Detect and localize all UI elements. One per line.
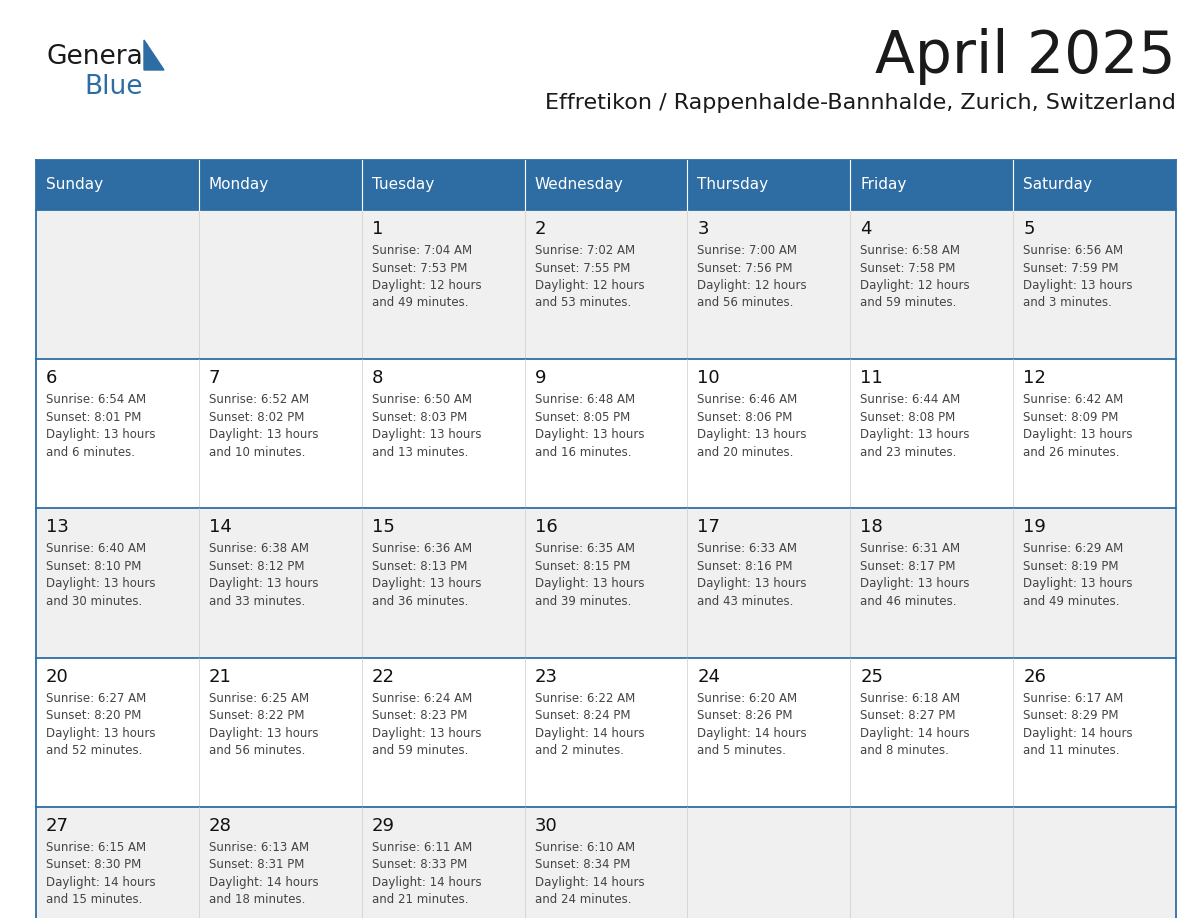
- Text: Effretikon / Rappenhalde-Bannhalde, Zurich, Switzerland: Effretikon / Rappenhalde-Bannhalde, Zuri…: [545, 93, 1176, 113]
- Text: 28: 28: [209, 817, 232, 834]
- Text: 13: 13: [46, 519, 69, 536]
- Text: 12: 12: [1023, 369, 1045, 387]
- Text: Sunrise: 6:15 AM
Sunset: 8:30 PM
Daylight: 14 hours
and 15 minutes.: Sunrise: 6:15 AM Sunset: 8:30 PM Dayligh…: [46, 841, 156, 906]
- Text: 21: 21: [209, 667, 232, 686]
- Text: Sunrise: 6:27 AM
Sunset: 8:20 PM
Daylight: 13 hours
and 52 minutes.: Sunrise: 6:27 AM Sunset: 8:20 PM Dayligh…: [46, 691, 156, 757]
- Text: 7: 7: [209, 369, 220, 387]
- Text: 29: 29: [372, 817, 394, 834]
- Text: 24: 24: [697, 667, 720, 686]
- Text: 22: 22: [372, 667, 394, 686]
- Bar: [36, 657, 1176, 807]
- Text: Sunrise: 6:42 AM
Sunset: 8:09 PM
Daylight: 13 hours
and 26 minutes.: Sunrise: 6:42 AM Sunset: 8:09 PM Dayligh…: [1023, 393, 1132, 459]
- Text: Sunrise: 6:20 AM
Sunset: 8:26 PM
Daylight: 14 hours
and 5 minutes.: Sunrise: 6:20 AM Sunset: 8:26 PM Dayligh…: [697, 691, 807, 757]
- Text: Sunrise: 6:48 AM
Sunset: 8:05 PM
Daylight: 13 hours
and 16 minutes.: Sunrise: 6:48 AM Sunset: 8:05 PM Dayligh…: [535, 393, 644, 459]
- Text: Sunrise: 6:52 AM
Sunset: 8:02 PM
Daylight: 13 hours
and 10 minutes.: Sunrise: 6:52 AM Sunset: 8:02 PM Dayligh…: [209, 393, 318, 459]
- Text: April 2025: April 2025: [876, 28, 1176, 85]
- Text: 11: 11: [860, 369, 883, 387]
- Text: 27: 27: [46, 817, 69, 834]
- Text: Thursday: Thursday: [697, 177, 769, 193]
- Text: Sunrise: 7:02 AM
Sunset: 7:55 PM
Daylight: 12 hours
and 53 minutes.: Sunrise: 7:02 AM Sunset: 7:55 PM Dayligh…: [535, 244, 644, 309]
- Text: 30: 30: [535, 817, 557, 834]
- Text: 23: 23: [535, 667, 557, 686]
- Text: Sunrise: 6:31 AM
Sunset: 8:17 PM
Daylight: 13 hours
and 46 minutes.: Sunrise: 6:31 AM Sunset: 8:17 PM Dayligh…: [860, 543, 969, 608]
- Text: Sunrise: 6:35 AM
Sunset: 8:15 PM
Daylight: 13 hours
and 39 minutes.: Sunrise: 6:35 AM Sunset: 8:15 PM Dayligh…: [535, 543, 644, 608]
- Text: Monday: Monday: [209, 177, 270, 193]
- Text: 14: 14: [209, 519, 232, 536]
- Bar: [36, 509, 1176, 657]
- Text: Sunrise: 6:33 AM
Sunset: 8:16 PM
Daylight: 13 hours
and 43 minutes.: Sunrise: 6:33 AM Sunset: 8:16 PM Dayligh…: [697, 543, 807, 608]
- Text: Sunrise: 6:44 AM
Sunset: 8:08 PM
Daylight: 13 hours
and 23 minutes.: Sunrise: 6:44 AM Sunset: 8:08 PM Dayligh…: [860, 393, 969, 459]
- Text: Sunrise: 6:18 AM
Sunset: 8:27 PM
Daylight: 14 hours
and 8 minutes.: Sunrise: 6:18 AM Sunset: 8:27 PM Dayligh…: [860, 691, 969, 757]
- Bar: [36, 807, 1176, 918]
- Text: General: General: [46, 44, 150, 70]
- Text: Sunrise: 6:22 AM
Sunset: 8:24 PM
Daylight: 14 hours
and 2 minutes.: Sunrise: 6:22 AM Sunset: 8:24 PM Dayligh…: [535, 691, 644, 757]
- Text: Wednesday: Wednesday: [535, 177, 624, 193]
- Text: Sunrise: 6:40 AM
Sunset: 8:10 PM
Daylight: 13 hours
and 30 minutes.: Sunrise: 6:40 AM Sunset: 8:10 PM Dayligh…: [46, 543, 156, 608]
- Text: Saturday: Saturday: [1023, 177, 1092, 193]
- Text: 10: 10: [697, 369, 720, 387]
- Text: Sunrise: 6:13 AM
Sunset: 8:31 PM
Daylight: 14 hours
and 18 minutes.: Sunrise: 6:13 AM Sunset: 8:31 PM Dayligh…: [209, 841, 318, 906]
- Text: 26: 26: [1023, 667, 1045, 686]
- Text: Sunrise: 6:50 AM
Sunset: 8:03 PM
Daylight: 13 hours
and 13 minutes.: Sunrise: 6:50 AM Sunset: 8:03 PM Dayligh…: [372, 393, 481, 459]
- Bar: [36, 160, 1176, 210]
- Text: 20: 20: [46, 667, 69, 686]
- Text: Sunrise: 6:36 AM
Sunset: 8:13 PM
Daylight: 13 hours
and 36 minutes.: Sunrise: 6:36 AM Sunset: 8:13 PM Dayligh…: [372, 543, 481, 608]
- Text: 15: 15: [372, 519, 394, 536]
- Text: 3: 3: [697, 220, 709, 238]
- Text: 16: 16: [535, 519, 557, 536]
- Text: Friday: Friday: [860, 177, 906, 193]
- Text: Sunrise: 6:25 AM
Sunset: 8:22 PM
Daylight: 13 hours
and 56 minutes.: Sunrise: 6:25 AM Sunset: 8:22 PM Dayligh…: [209, 691, 318, 757]
- Text: Sunrise: 6:58 AM
Sunset: 7:58 PM
Daylight: 12 hours
and 59 minutes.: Sunrise: 6:58 AM Sunset: 7:58 PM Dayligh…: [860, 244, 969, 309]
- Text: 5: 5: [1023, 220, 1035, 238]
- Text: Sunrise: 6:17 AM
Sunset: 8:29 PM
Daylight: 14 hours
and 11 minutes.: Sunrise: 6:17 AM Sunset: 8:29 PM Dayligh…: [1023, 691, 1133, 757]
- Text: 17: 17: [697, 519, 720, 536]
- Text: Sunrise: 6:46 AM
Sunset: 8:06 PM
Daylight: 13 hours
and 20 minutes.: Sunrise: 6:46 AM Sunset: 8:06 PM Dayligh…: [697, 393, 807, 459]
- Text: 4: 4: [860, 220, 872, 238]
- Text: Sunrise: 6:11 AM
Sunset: 8:33 PM
Daylight: 14 hours
and 21 minutes.: Sunrise: 6:11 AM Sunset: 8:33 PM Dayligh…: [372, 841, 481, 906]
- Text: Sunrise: 6:54 AM
Sunset: 8:01 PM
Daylight: 13 hours
and 6 minutes.: Sunrise: 6:54 AM Sunset: 8:01 PM Dayligh…: [46, 393, 156, 459]
- Text: 8: 8: [372, 369, 383, 387]
- Text: Sunrise: 6:10 AM
Sunset: 8:34 PM
Daylight: 14 hours
and 24 minutes.: Sunrise: 6:10 AM Sunset: 8:34 PM Dayligh…: [535, 841, 644, 906]
- Text: Blue: Blue: [84, 74, 143, 100]
- Text: Sunrise: 6:38 AM
Sunset: 8:12 PM
Daylight: 13 hours
and 33 minutes.: Sunrise: 6:38 AM Sunset: 8:12 PM Dayligh…: [209, 543, 318, 608]
- Text: Sunrise: 6:56 AM
Sunset: 7:59 PM
Daylight: 13 hours
and 3 minutes.: Sunrise: 6:56 AM Sunset: 7:59 PM Dayligh…: [1023, 244, 1132, 309]
- Text: 19: 19: [1023, 519, 1045, 536]
- Text: Sunday: Sunday: [46, 177, 103, 193]
- Text: Sunrise: 7:00 AM
Sunset: 7:56 PM
Daylight: 12 hours
and 56 minutes.: Sunrise: 7:00 AM Sunset: 7:56 PM Dayligh…: [697, 244, 807, 309]
- Bar: [36, 359, 1176, 509]
- Text: 1: 1: [372, 220, 383, 238]
- Text: Sunrise: 6:24 AM
Sunset: 8:23 PM
Daylight: 13 hours
and 59 minutes.: Sunrise: 6:24 AM Sunset: 8:23 PM Dayligh…: [372, 691, 481, 757]
- Text: 25: 25: [860, 667, 884, 686]
- Polygon shape: [144, 40, 164, 70]
- Text: 18: 18: [860, 519, 883, 536]
- Text: Sunrise: 7:04 AM
Sunset: 7:53 PM
Daylight: 12 hours
and 49 minutes.: Sunrise: 7:04 AM Sunset: 7:53 PM Dayligh…: [372, 244, 481, 309]
- Text: 2: 2: [535, 220, 546, 238]
- Text: 6: 6: [46, 369, 57, 387]
- Text: 9: 9: [535, 369, 546, 387]
- Text: Sunrise: 6:29 AM
Sunset: 8:19 PM
Daylight: 13 hours
and 49 minutes.: Sunrise: 6:29 AM Sunset: 8:19 PM Dayligh…: [1023, 543, 1132, 608]
- Text: Tuesday: Tuesday: [372, 177, 434, 193]
- Bar: [36, 210, 1176, 359]
